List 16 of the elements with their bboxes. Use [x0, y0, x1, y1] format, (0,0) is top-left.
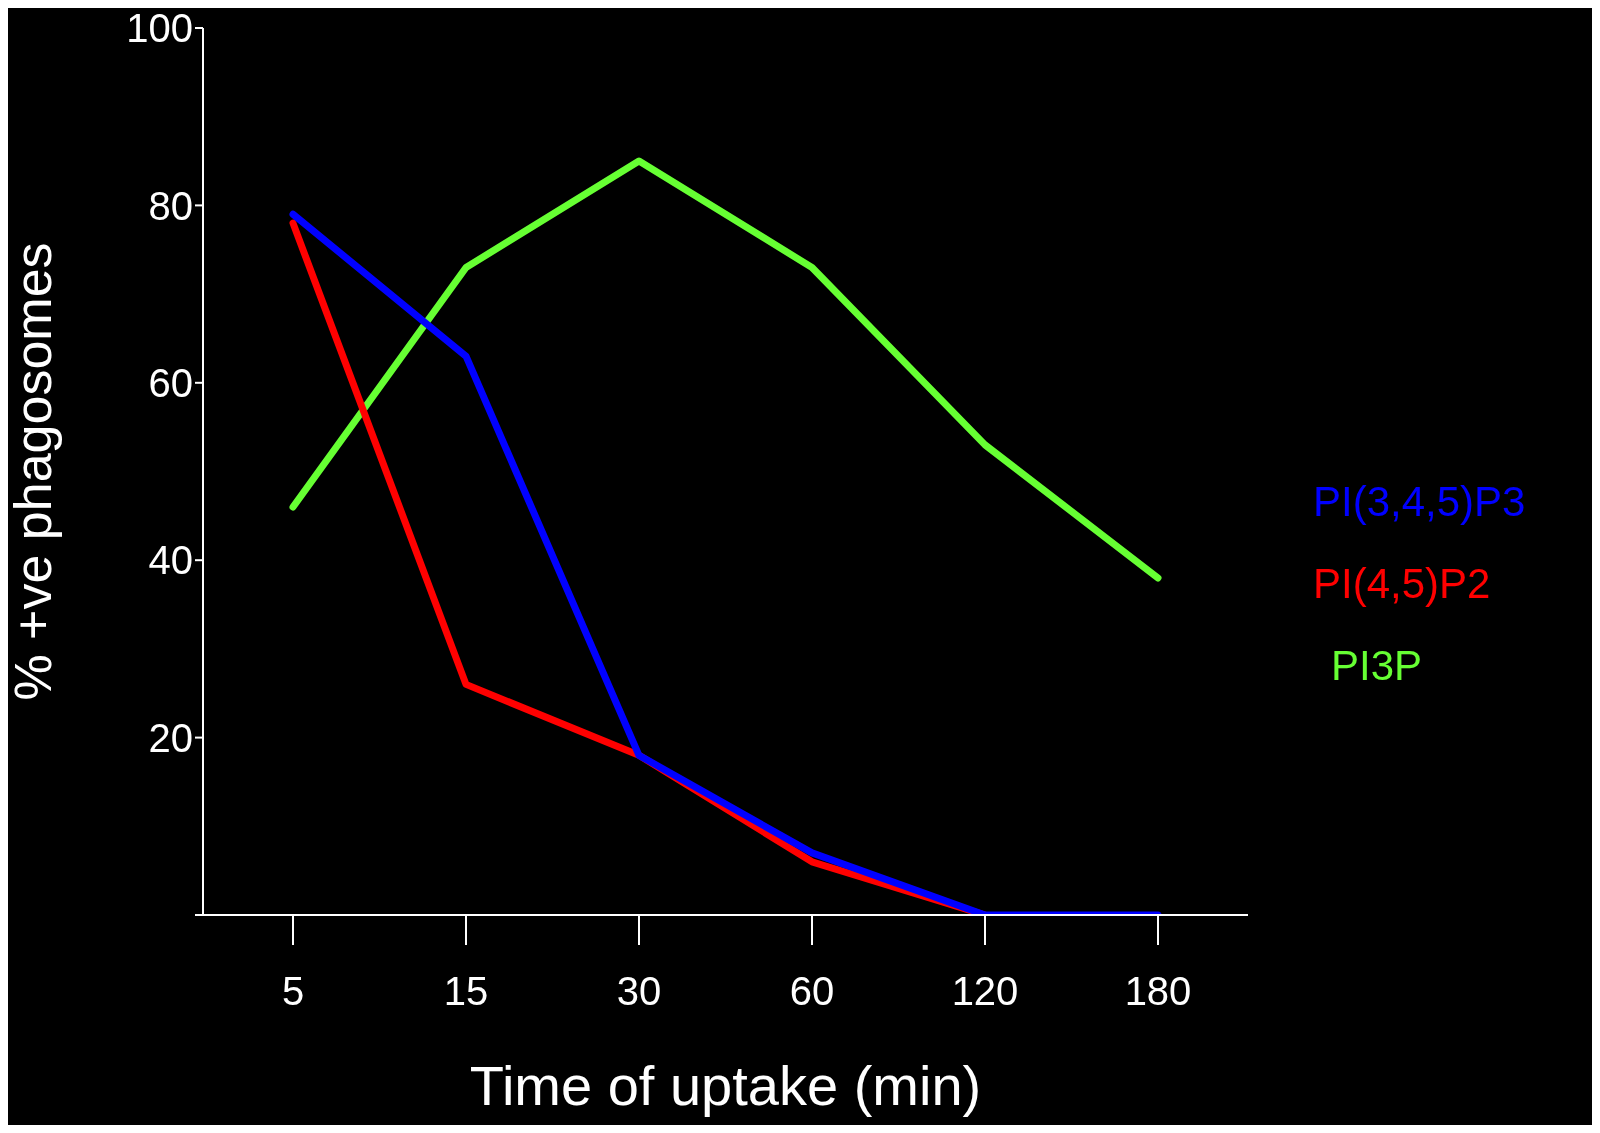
y-tick-label: 100: [126, 6, 193, 51]
y-axis-title: % +ve phagosomes: [4, 242, 63, 701]
y-tick-label: 60: [148, 361, 193, 405]
y-tick-label: 40: [148, 538, 193, 583]
x-tick-label: 30: [616, 969, 662, 1014]
x-axis-title: Time of uptake (min): [469, 1054, 982, 1117]
x-tick-label: 60: [789, 969, 835, 1014]
x-tick-label: 180: [1124, 969, 1192, 1014]
x-tick-label: 120: [951, 969, 1019, 1014]
y-tick-label: 20: [148, 715, 193, 760]
y-tick-label: 80: [148, 183, 193, 228]
text: PI(3,4,5)P3: [1313, 478, 1526, 526]
text: PI(4,5)P2: [1313, 560, 1492, 608]
x-tick-label: 15: [443, 969, 489, 1014]
text: PI3P: [1330, 642, 1424, 690]
x-tick-label: 5: [281, 969, 305, 1014]
